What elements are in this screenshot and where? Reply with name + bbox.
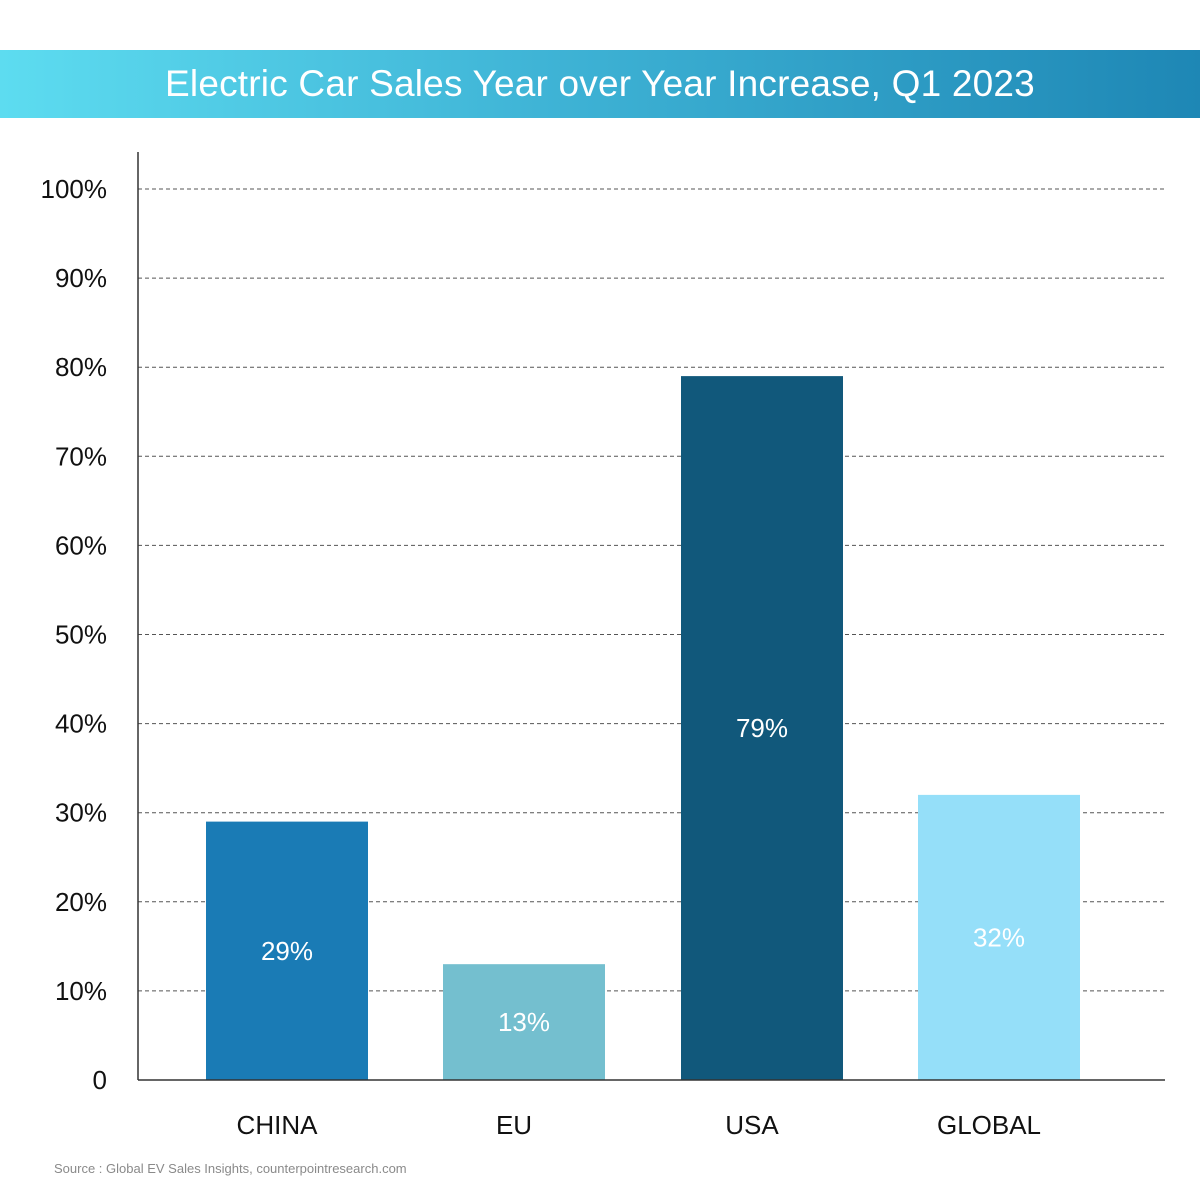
y-tick-label: 70% [55,441,107,471]
data-label-eu: 13% [498,1007,550,1037]
bar-global [918,794,1080,1080]
y-tick-label: 80% [55,352,107,382]
y-tick-label: 0 [93,1065,107,1095]
bar-data-labels: 29% 13% 79% 32% [261,713,1025,1037]
y-tick-label: 40% [55,709,107,739]
x-tick-label-global: GLOBAL [937,1110,1041,1140]
y-tick-label: 20% [55,887,107,917]
title-bar: Electric Car Sales Year over Year Increa… [0,50,1200,118]
source-note: Source : Global EV Sales Insights, count… [54,1161,407,1176]
y-tick-label: 60% [55,530,107,560]
y-axis-tick-labels: 0 10% 20% 30% 40% 50% 60% 70% 80% 90% 100% [41,174,108,1095]
chart-title: Electric Car Sales Year over Year Increa… [165,63,1035,104]
y-tick-label: 50% [55,620,107,650]
bar-usa [681,376,843,1080]
bars [206,376,1080,1080]
data-label-global: 32% [973,922,1025,952]
x-tick-label-usa: USA [725,1110,779,1140]
y-tick-label: 90% [55,263,107,293]
x-axis-tick-labels: CHINA EU USA GLOBAL [237,1110,1041,1140]
bar-china [206,821,368,1080]
data-label-china: 29% [261,936,313,966]
x-tick-label-china: CHINA [237,1110,319,1140]
y-tick-label: 10% [55,976,107,1006]
y-tick-label: 30% [55,798,107,828]
gridlines [138,188,1165,992]
data-label-usa: 79% [736,713,788,743]
x-tick-label-eu: EU [496,1110,532,1140]
y-tick-label: 100% [41,174,108,204]
bar-eu [443,964,605,1080]
